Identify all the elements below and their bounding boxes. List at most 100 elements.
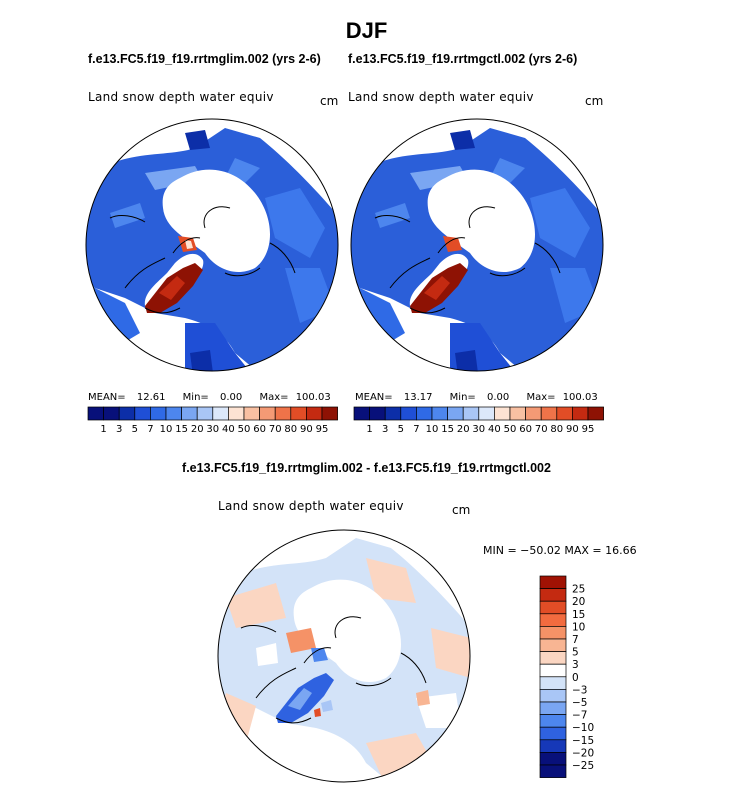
panel1-units: cm	[320, 94, 339, 108]
colorbar-tick-label: 50	[238, 424, 251, 435]
colorbar-swatch	[290, 406, 307, 421]
colorbar-swatch	[243, 406, 260, 421]
colorbar-swatch	[431, 406, 448, 421]
panel1-case-title: f.e13.FC5.f19_f19.rrtmglim.002 (yrs 2-6)	[88, 52, 321, 66]
colorbar-tick-label: 30	[472, 424, 485, 435]
arctic-ocean-no-snow	[427, 169, 535, 273]
panel2-mean-value: 13.17	[403, 392, 433, 403]
colorbar-swatch	[384, 406, 402, 421]
colorbar-tick-label: 1	[366, 424, 372, 435]
panel2-units: cm	[585, 94, 604, 108]
colorbar-tick-label: 20	[572, 596, 585, 608]
colorbar-swatch	[556, 406, 573, 421]
difference-minmax: MIN = −50.02 MAX = 16.66	[483, 544, 637, 557]
colorbar-swatch	[539, 726, 567, 741]
colorbar-swatch	[539, 613, 567, 627]
colorbar-tick-label: 20	[191, 424, 204, 435]
colorbar-tick-label: 90	[566, 424, 579, 435]
colorbar-tick-label: 3	[572, 659, 579, 671]
colorbar-tick-label: 70	[269, 424, 282, 435]
colorbar-swatch	[259, 406, 276, 421]
colorbar-swatch	[165, 406, 182, 421]
colorbar-tick-label: 70	[535, 424, 548, 435]
colorbar-tick-label: 30	[206, 424, 219, 435]
colorbar-swatch	[306, 406, 323, 421]
colorbar-swatch	[150, 406, 167, 421]
colorbar-tick-label: 5	[398, 424, 404, 435]
difference-title: f.e13.FC5.f19_f19.rrtmglim.002 - f.e13.F…	[182, 461, 551, 475]
panel1-min-label: Min=	[182, 392, 209, 403]
colorbar-swatch	[539, 701, 567, 715]
panel2-variable-label: Land snow depth water equiv	[348, 90, 534, 104]
colorbar-swatch	[103, 406, 120, 421]
colorbar-swatch	[572, 406, 589, 421]
colorbar-swatch	[539, 575, 567, 589]
colorbar-swatch	[274, 406, 292, 421]
panel2-polar-map	[350, 118, 604, 372]
colorbar-tick-label: 60	[253, 424, 266, 435]
panel1-polar-map	[85, 118, 339, 372]
colorbar-tick-label: 0	[572, 672, 579, 684]
colorbar-swatch	[87, 406, 104, 421]
colorbar-tick-label: −20	[572, 747, 594, 759]
colorbar-tick-label: 90	[300, 424, 313, 435]
colorbar-swatch	[228, 406, 245, 421]
panel2-case-title: f.e13.FC5.f19_f19.rrtmgctl.002 (yrs 2-6)	[348, 52, 578, 66]
colorbar-swatch	[539, 714, 567, 728]
map-boundary	[85, 118, 339, 372]
colorbar-tick-label: 50	[504, 424, 517, 435]
colorbar-tick-label: 5	[132, 424, 138, 435]
colorbar-tick-label: 95	[582, 424, 595, 435]
colorbar-swatch	[478, 406, 495, 421]
colorbar-tick-label: 10	[160, 424, 173, 435]
panel1-max-label: Max=	[259, 392, 289, 403]
colorbar-tick-label: −15	[572, 735, 594, 747]
panel1-variable-label: Land snow depth water equiv	[88, 90, 274, 104]
colorbar-tick-label: 15	[572, 609, 585, 621]
colorbar-swatch	[539, 689, 567, 703]
colorbar-swatch	[400, 406, 417, 421]
colorbar-swatch	[416, 406, 433, 421]
colorbar-swatch	[587, 406, 604, 421]
panel1-min-value: 0.00	[219, 392, 243, 403]
colorbar-tick-label: 15	[175, 424, 188, 435]
colorbar-tick-label: −7	[572, 710, 587, 722]
panel1-mean-label: MEAN=	[88, 392, 126, 403]
colorbar-swatch	[539, 764, 567, 778]
colorbar-tick-label: 3	[382, 424, 388, 435]
panel2-max-label: Max=	[526, 392, 556, 403]
colorbar-swatch	[353, 406, 370, 421]
difference-polar-map	[217, 529, 471, 783]
colorbar-swatch	[447, 406, 464, 421]
panel2-stats: MEAN= 13.17 Min= 0.00 Max= 100.03	[355, 392, 598, 403]
map-boundary	[350, 118, 604, 372]
colorbar-tick-label: 20	[457, 424, 470, 435]
colorbar-swatch	[494, 406, 511, 421]
colorbar-tick-label: 10	[426, 424, 439, 435]
panel2-mean-label: MEAN=	[355, 392, 393, 403]
colorbar-swatch	[369, 406, 386, 421]
colorbar-swatch	[196, 406, 214, 421]
colorbar-swatch	[539, 626, 567, 640]
colorbar-tick-label: 5	[572, 647, 579, 659]
colorbar-swatch	[539, 676, 567, 690]
colorbar-swatch	[539, 638, 567, 652]
colorbar-swatch	[509, 406, 526, 421]
colorbar-tick-label: 80	[550, 424, 563, 435]
colorbar-tick-label: −5	[572, 697, 587, 709]
colorbar-swatch	[539, 663, 567, 678]
colorbar-swatch	[540, 406, 558, 421]
map-boundary	[217, 529, 471, 783]
difference-units: cm	[452, 503, 471, 517]
colorbar-tick-label: 10	[572, 621, 585, 633]
colorbar-swatch	[539, 739, 567, 753]
colorbar-tick-label: −10	[572, 722, 594, 734]
colorbar-swatch	[462, 406, 480, 421]
colorbar-tick-label: 25	[572, 584, 585, 596]
colorbar-tick-label: 60	[519, 424, 532, 435]
colorbar-swatch	[539, 600, 567, 615]
difference-variable-label: Land snow depth water equiv	[218, 499, 404, 513]
figure-title: DJF	[345, 18, 388, 43]
panel2-min-label: Min=	[449, 392, 476, 403]
